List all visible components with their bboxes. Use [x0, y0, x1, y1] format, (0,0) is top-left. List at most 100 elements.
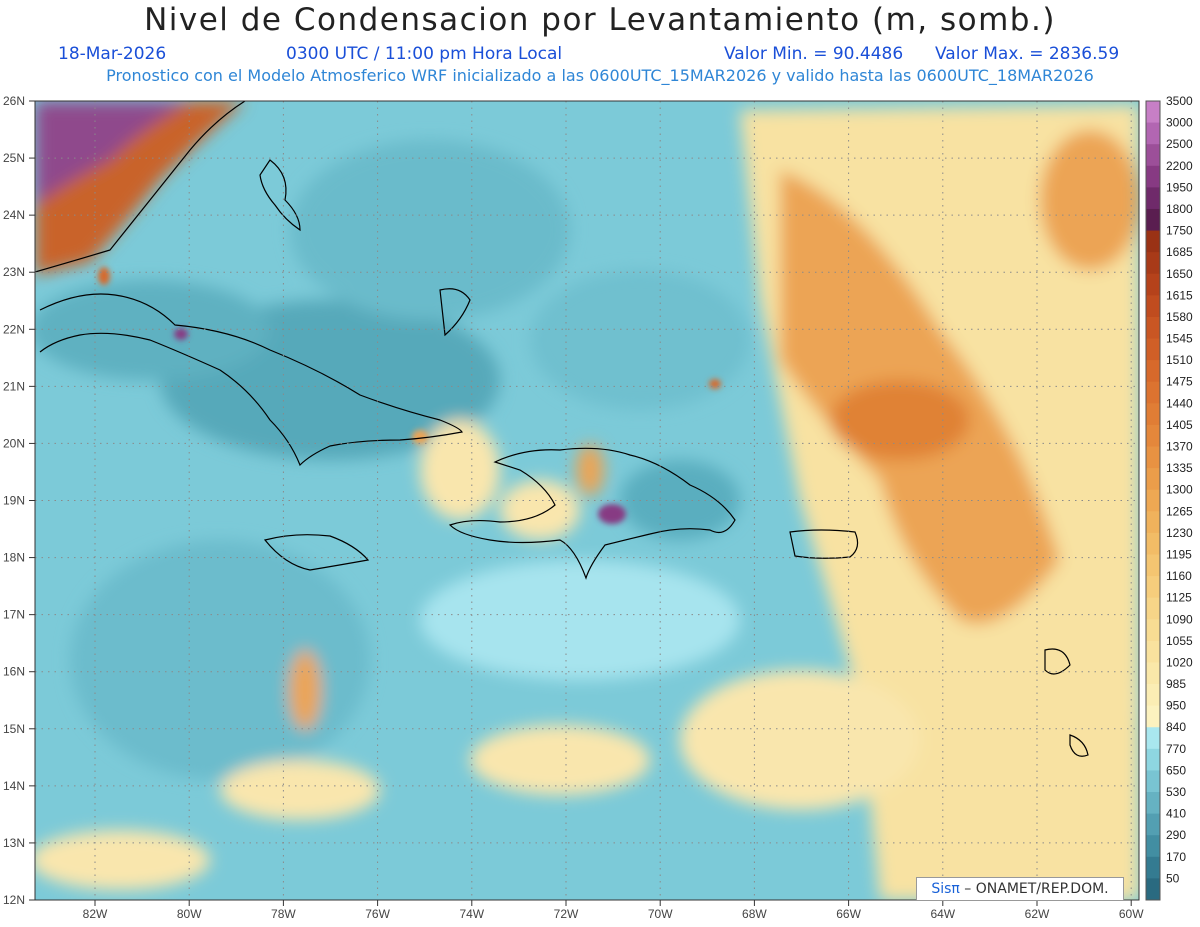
spot-east-cuba — [412, 430, 428, 444]
colorbar-label: 3000 — [1166, 116, 1193, 130]
lat-label: 14N — [3, 779, 25, 793]
colorbar-swatch — [1146, 338, 1160, 361]
coast-martinique — [1069, 734, 1089, 757]
field-yellow-s3 — [35, 830, 210, 890]
max-value: Valor Max. = 2836.59 — [935, 44, 1120, 64]
colorbar-frame — [1145, 100, 1161, 901]
colorbar-swatch — [1146, 597, 1160, 620]
colorbar-label: 1055 — [1166, 634, 1193, 648]
colorbar-swatch — [1146, 230, 1160, 253]
colorbar-label: 770 — [1166, 742, 1186, 756]
colorbar-swatch — [1146, 748, 1160, 771]
forecast-subtitle: Pronostico con el Modelo Atmosferico WRF… — [106, 66, 1094, 85]
coast-puerto-rico — [789, 529, 859, 559]
longitude-axis: 82W 80W 78W 76W 74W 72W 70W 68W 66W 64W 62W 60W — [83, 900, 1144, 921]
colorbar-swatch — [1146, 295, 1160, 318]
colorbar-swatch — [1146, 360, 1160, 383]
colorbar-swatch — [1146, 727, 1160, 750]
lat-label: 17N — [3, 608, 25, 622]
colorbar-label: 1475 — [1166, 375, 1193, 389]
colorbar-swatch — [1146, 468, 1160, 491]
colorbar-label: 840 — [1166, 720, 1186, 734]
lat-label: 24N — [3, 208, 25, 222]
lat-label: 22N — [3, 322, 25, 336]
colorbar-label: 1800 — [1166, 202, 1193, 216]
colorbar-label: 410 — [1166, 807, 1186, 821]
colorbar-label: 1750 — [1166, 224, 1193, 238]
colorbar-swatch — [1146, 316, 1160, 340]
colorbar-labels: 3500 3000 2500 2200 1950 1800 1750 1685 1650 1615… — [1166, 94, 1193, 885]
colorbar-label: 2200 — [1166, 159, 1193, 173]
lat-label: 21N — [3, 379, 25, 393]
spot-turks — [709, 379, 721, 389]
lon-label: 74W — [459, 907, 484, 921]
lat-label: 15N — [3, 722, 25, 736]
credit-text: ONAMET/REP.DOM. — [975, 881, 1109, 897]
colorbar-label: 1125 — [1166, 591, 1192, 605]
colorbar-label: 1265 — [1166, 504, 1193, 518]
lon-label: 64W — [930, 907, 955, 921]
colorbar-swatch — [1146, 813, 1160, 836]
colorbar-label: 1580 — [1166, 310, 1193, 324]
coast-florida — [35, 101, 246, 273]
coast-andros — [259, 159, 301, 232]
latitude-axis: 26N 25N 24N 23N 22N 21N 20N 19N 18N 17N 16N 15N 14N 1… — [3, 94, 35, 907]
colorbar-swatch — [1146, 381, 1160, 404]
colorbar-swatch — [1146, 554, 1160, 577]
lat-label: 13N — [3, 836, 25, 850]
spot-havana — [98, 267, 110, 285]
colorbar-label: 1300 — [1166, 483, 1193, 497]
colorbar-swatch — [1146, 187, 1160, 210]
lat-label: 26N — [3, 94, 25, 108]
lon-label: 60W — [1119, 907, 1144, 921]
colorbar-label: 1510 — [1166, 353, 1193, 367]
field-teal-west — [35, 280, 270, 380]
colorbar-label: 1335 — [1166, 461, 1193, 475]
colorbar-label: 1020 — [1166, 655, 1193, 669]
coastlines — [35, 101, 1089, 757]
colorbar-swatch — [1146, 576, 1160, 599]
field-orange-peak — [830, 380, 970, 460]
colorbar-swatch — [1146, 511, 1160, 534]
colorbar-swatch — [1146, 856, 1160, 879]
coast-jamaica — [263, 534, 370, 571]
lon-label: 78W — [271, 907, 296, 921]
colorbar-label: 50 — [1166, 871, 1180, 885]
colorbar-swatch — [1146, 165, 1160, 188]
colorbar-label: 1545 — [1166, 332, 1193, 346]
colorbar-swatch — [1146, 403, 1160, 426]
coast-hispaniola — [448, 447, 736, 580]
colorbar-swatch — [1146, 144, 1160, 167]
colorbar-label: 950 — [1166, 699, 1186, 713]
colorbar-label: 3500 — [1166, 94, 1193, 108]
map-title: Nivel de Condensacion por Levantamiento … — [144, 2, 1056, 38]
field-yellow-haiti — [500, 480, 580, 540]
lon-label: 80W — [177, 907, 202, 921]
colorbar — [1145, 100, 1161, 901]
lat-label: 18N — [3, 551, 25, 565]
colorbar-label: 1440 — [1166, 396, 1193, 410]
colorbar-swatch — [1146, 640, 1160, 663]
colorbar-label: 1685 — [1166, 245, 1193, 259]
coast-cuba — [39, 293, 463, 467]
field-teal-atlantic — [530, 270, 750, 410]
lat-label: 20N — [3, 436, 25, 450]
field-teal-bahamas — [290, 140, 570, 320]
spot-dominican-peak — [598, 504, 626, 524]
colorbar-swatch — [1146, 208, 1160, 232]
field-cyan-south — [420, 560, 740, 680]
colorbar-label: 1230 — [1166, 526, 1193, 540]
valid-date: 18-Mar-2026 — [58, 44, 167, 64]
field-teal-sw — [70, 540, 370, 780]
lon-label: 72W — [554, 907, 579, 921]
colorbar-label: 650 — [1166, 763, 1186, 777]
min-value: Valor Min. = 90.4486 — [724, 44, 904, 64]
valid-time: 0300 UTC / 11:00 pm Hora Local — [286, 44, 563, 64]
colorbar-label: 2500 — [1166, 137, 1193, 151]
colorbar-label: 530 — [1166, 785, 1186, 799]
colorbar-label: 170 — [1166, 850, 1186, 864]
colorbar-swatch — [1146, 705, 1160, 728]
colorbar-label: 1650 — [1166, 267, 1193, 281]
colorbar-label: 985 — [1166, 677, 1186, 691]
field-yellow-s2 — [220, 760, 380, 820]
